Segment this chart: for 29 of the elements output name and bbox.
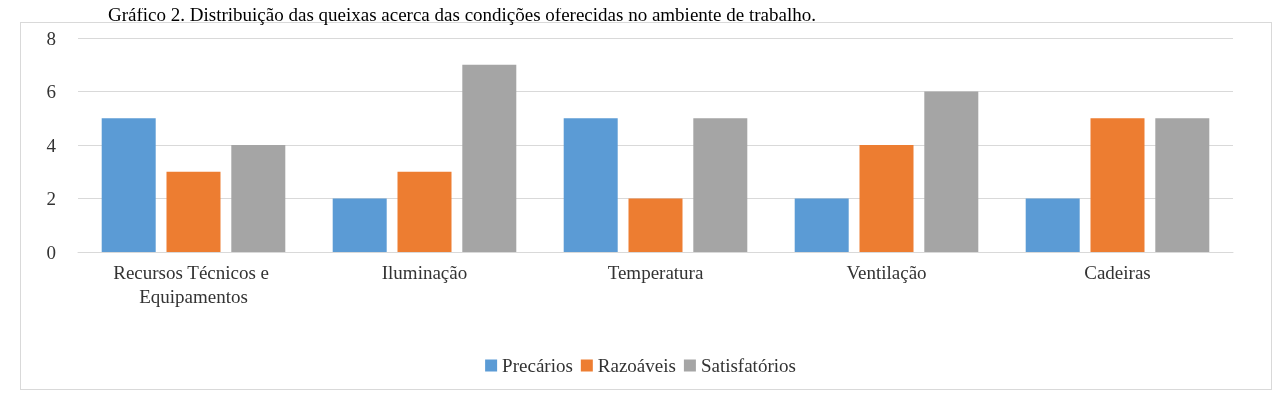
- bar: [693, 118, 748, 252]
- bar: [859, 145, 914, 252]
- bar: [1090, 118, 1145, 252]
- y-tick-label: 2: [46, 188, 56, 209]
- legend-label: Satisfatórios: [700, 355, 796, 376]
- bar: [101, 118, 156, 252]
- bar: [166, 171, 221, 252]
- bar: [924, 91, 979, 252]
- y-tick-label: 6: [46, 81, 56, 102]
- bar: [231, 145, 286, 252]
- x-tick-label: Iluminação: [381, 261, 468, 283]
- x-tick-label: Cadeiras: [1084, 261, 1151, 283]
- bar: [563, 118, 618, 252]
- y-tick-label: 8: [46, 27, 56, 49]
- legend-label: Precários: [502, 355, 573, 376]
- bar: [628, 198, 683, 252]
- chart-title: Gráfico 2. Distribuição das queixas acerca das condições oferecidas no ambiente de trabalho.: [108, 4, 816, 25]
- bar: [794, 198, 849, 252]
- x-tick-label: Ventilação: [846, 261, 927, 283]
- bar: [1025, 198, 1080, 252]
- bar: [332, 198, 387, 252]
- bar: [397, 171, 452, 252]
- x-tick-label: Recursos Técnicos e Equipamentos: [113, 261, 274, 307]
- y-tick-label: 4: [46, 134, 57, 156]
- legend-label: Razoáveis: [597, 355, 676, 376]
- bar: [1155, 118, 1210, 252]
- bar: [462, 64, 517, 252]
- x-tick-label: Temperatura: [607, 261, 704, 283]
- y-tick-label: 0: [46, 241, 56, 263]
